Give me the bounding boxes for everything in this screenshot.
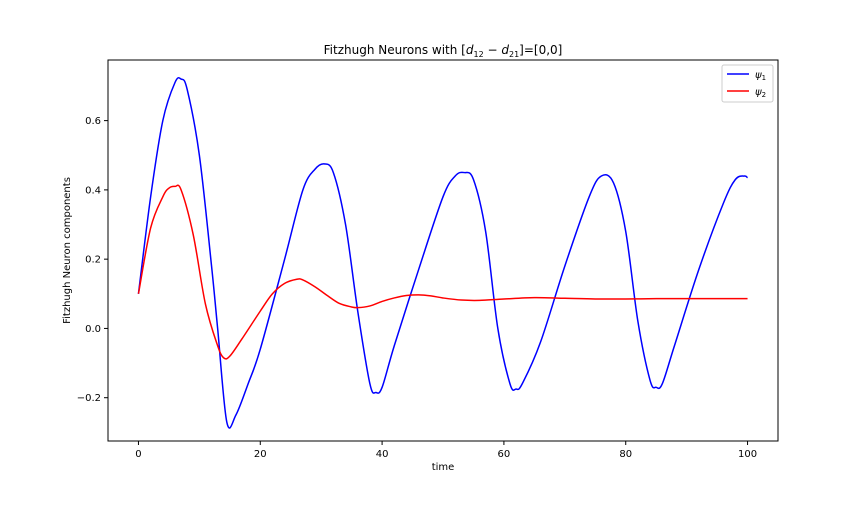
x-tick-label: 40 (376, 449, 389, 460)
series-line-psi2 (137, 184, 748, 360)
x-tick-label: 0 (135, 449, 141, 460)
y-tick-label: −0.2 (77, 393, 101, 404)
x-axis-ticks: 0 20 40 60 80 100 (135, 441, 757, 460)
x-tick-label: 100 (738, 449, 757, 460)
x-tick-label: 20 (254, 449, 267, 460)
y-tick-label: 0.4 (85, 185, 101, 196)
y-axis-ticks: −0.2 0.0 0.2 0.4 0.6 (77, 116, 108, 404)
x-tick-label: 80 (619, 449, 632, 460)
x-tick-label: 60 (498, 449, 511, 460)
series-line-psi1 (137, 77, 749, 429)
y-axis-label: Fitzhugh Neuron components (62, 177, 73, 324)
y-tick-label: 0.2 (85, 255, 101, 266)
plot-area (107, 59, 779, 442)
legend: ψ1 ψ2 (721, 64, 774, 103)
chart-title: Fitzhugh Neurons with [d12 − d21]=[0,0] (324, 43, 563, 59)
y-tick-label: 0.0 (85, 324, 101, 335)
legend-label-psi1: ψ1 (755, 70, 766, 82)
chart-title-prefix: Fitzhugh Neurons with (324, 43, 462, 57)
x-axis-label: time (432, 462, 455, 473)
axes-frame (107, 59, 779, 442)
series-layer (137, 77, 749, 429)
legend-label-psi2: ψ2 (755, 87, 766, 99)
chart-title-suffix: =[0,0] (524, 43, 563, 57)
y-tick-label: 0.6 (85, 116, 101, 127)
